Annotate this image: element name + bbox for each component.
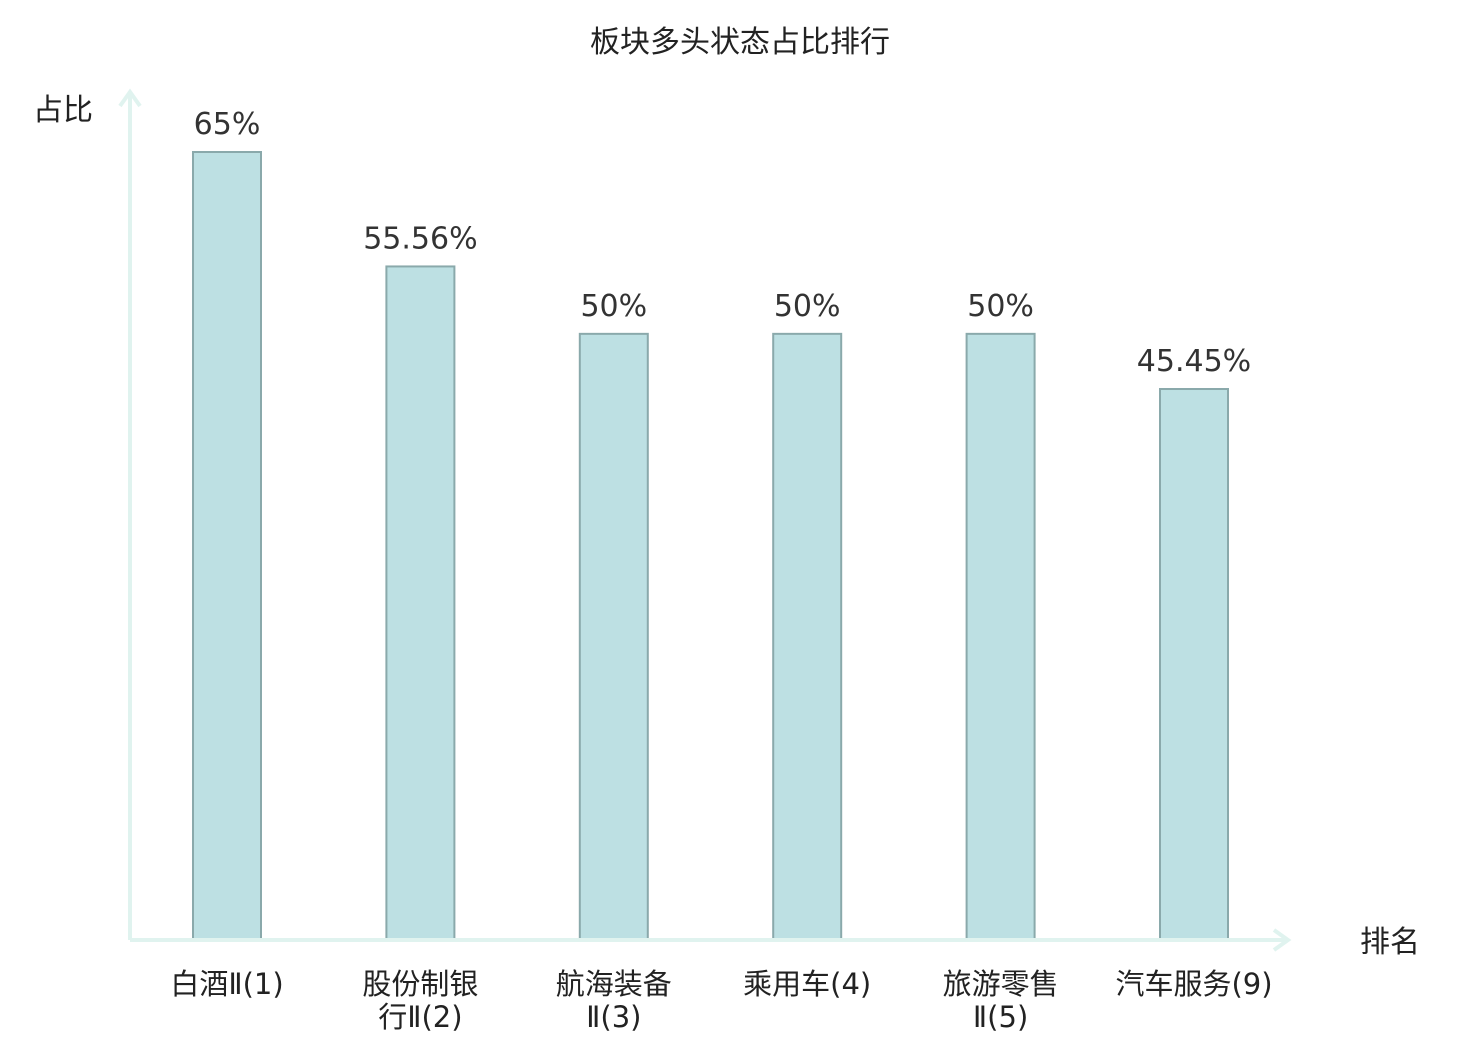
category-label-2: 股份制银行Ⅱ(2) xyxy=(362,967,478,1034)
bars-group xyxy=(192,151,1229,942)
category-label-5: 旅游零售 Ⅱ(5) xyxy=(943,967,1059,1034)
category-label-1: 白酒Ⅱ(1) xyxy=(170,967,283,1001)
category-label-6: 汽车服务(9) xyxy=(1115,967,1272,1001)
value-label-6: 45.45% xyxy=(1137,344,1251,379)
bar-1 xyxy=(192,151,262,941)
axes xyxy=(118,88,1292,952)
x-axis-arrow-icon xyxy=(1272,928,1292,952)
y-axis-label: 占比 xyxy=(33,93,93,128)
category-label-4: 乘用车(4) xyxy=(743,967,871,1001)
bar-6 xyxy=(1159,388,1229,941)
value-label-5: 50% xyxy=(967,289,1034,324)
x-axis-label: 排名 xyxy=(1360,925,1420,960)
bar-3 xyxy=(578,332,649,942)
y-axis-arrow-icon xyxy=(118,88,142,108)
chart-title: 板块多头状态占比排行 xyxy=(590,25,890,60)
value-label-1: 65% xyxy=(194,107,261,142)
value-label-4: 50% xyxy=(774,289,841,324)
category-labels-group: 白酒Ⅱ(1) 股份制银行Ⅱ(2) 航海装备 Ⅱ(3) 乘用车(4) 旅游零售 Ⅱ(5) 汽车服… xyxy=(170,967,1272,1034)
value-label-3: 50% xyxy=(580,289,647,324)
bar-4 xyxy=(772,332,843,942)
value-labels-group: 65% 55.56% 50% 50% 50% 45.45% xyxy=(194,107,1252,379)
bar-5 xyxy=(965,332,1036,942)
category-label-3: 航海装备 Ⅱ(3) xyxy=(556,967,672,1034)
value-label-2: 55.56% xyxy=(363,221,477,256)
bar-2 xyxy=(385,265,456,941)
